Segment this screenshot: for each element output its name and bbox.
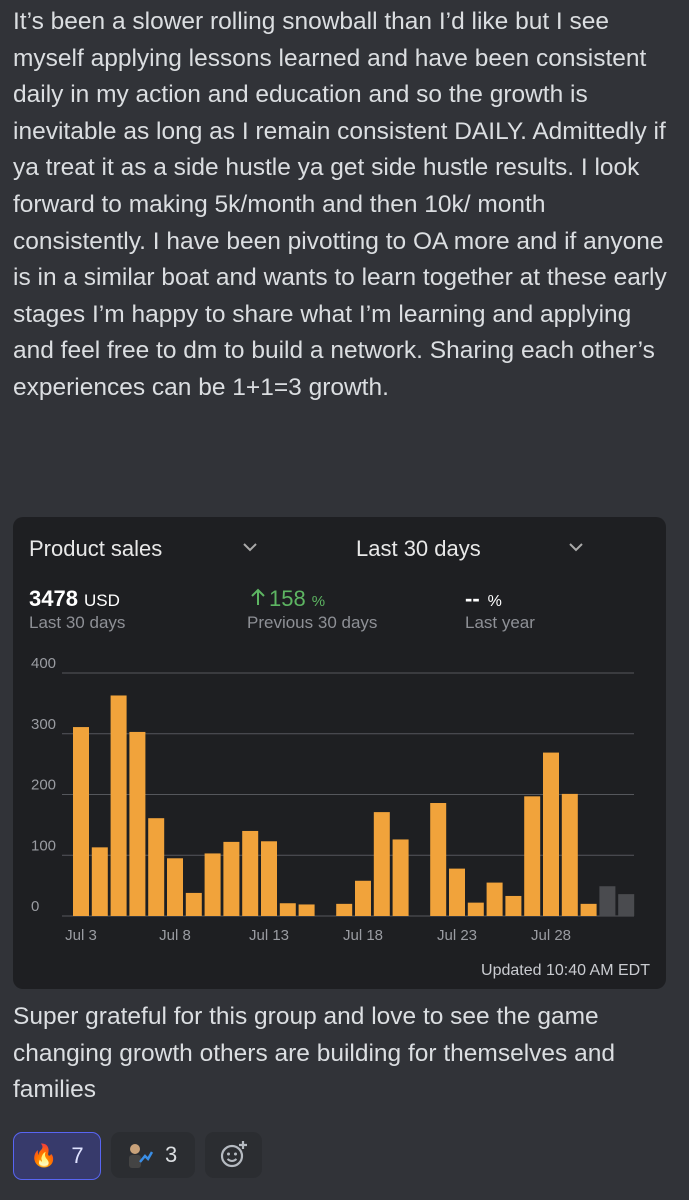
bar bbox=[355, 880, 371, 916]
bar bbox=[204, 853, 221, 916]
stat-label: Last year bbox=[465, 613, 535, 632]
y-tick-label: 0 bbox=[31, 898, 39, 915]
stat-unit: % bbox=[488, 593, 502, 610]
chevron[interactable] bbox=[243, 543, 257, 552]
stat-label: Previous 30 days bbox=[247, 613, 377, 632]
chart: Product sales Last 30 days 3478 USD Last … bbox=[29, 536, 650, 979]
bar bbox=[392, 839, 409, 916]
bar bbox=[110, 695, 127, 916]
x-tick-label: Jul 3 bbox=[65, 927, 97, 944]
updated-label: Updated 10:40 AM EDT bbox=[481, 962, 650, 979]
bar bbox=[430, 803, 447, 916]
reaction[interactable]: 3 bbox=[111, 1132, 195, 1178]
stat-label: Last 30 days bbox=[29, 613, 125, 632]
stat-value: 3478 USD bbox=[29, 586, 120, 611]
range-dropdown[interactable]: Last 30 days bbox=[356, 536, 481, 561]
stat-value: 158% bbox=[269, 586, 325, 611]
stat-value: 158 bbox=[269, 586, 306, 611]
stat-value: --% bbox=[465, 586, 502, 611]
add-reaction[interactable] bbox=[205, 1132, 262, 1178]
bar bbox=[524, 796, 541, 916]
stat-unit: USD bbox=[84, 591, 120, 610]
x-tick-label: Jul 28 bbox=[531, 927, 571, 944]
y-tick-label: 100 bbox=[31, 837, 56, 854]
y-tick-label: 200 bbox=[31, 777, 56, 794]
bar bbox=[373, 812, 390, 916]
bar bbox=[336, 903, 353, 916]
x-tick-label: Jul 23 bbox=[437, 927, 477, 944]
bar bbox=[223, 841, 240, 916]
bar bbox=[91, 847, 108, 916]
bar bbox=[298, 904, 315, 916]
reaction-emoji-icon bbox=[129, 1144, 153, 1168]
reaction-count: 7 bbox=[71, 1143, 84, 1168]
bar bbox=[599, 886, 616, 916]
bar bbox=[561, 793, 578, 916]
bar bbox=[486, 882, 503, 916]
bar bbox=[467, 902, 484, 916]
sales-card: Product sales Last 30 days 3478 USD Last … bbox=[13, 517, 666, 989]
bar bbox=[543, 752, 559, 916]
bar bbox=[129, 731, 146, 916]
message-text: Super grateful for this group and love t… bbox=[13, 1003, 615, 1104]
x-tick-label: Jul 8 bbox=[159, 927, 191, 944]
bar bbox=[185, 892, 202, 916]
y-tick-label: 300 bbox=[31, 716, 56, 733]
reaction-count: 3 bbox=[165, 1142, 178, 1167]
y-tick-label: 400 bbox=[31, 655, 56, 672]
bar bbox=[279, 903, 296, 916]
bar bbox=[261, 841, 277, 916]
bar bbox=[505, 895, 522, 916]
reaction-emoji: 🔥 bbox=[30, 1143, 58, 1168]
add-reaction-icon bbox=[220, 1141, 247, 1168]
stat-value: -- bbox=[465, 586, 480, 611]
x-tick-label: Jul 18 bbox=[343, 927, 383, 944]
bar bbox=[449, 868, 465, 916]
bar bbox=[580, 903, 597, 916]
bar bbox=[148, 818, 165, 916]
reaction[interactable]: 🔥 7 bbox=[13, 1132, 101, 1180]
bar bbox=[242, 830, 259, 916]
stat-value: 3478 bbox=[29, 586, 78, 611]
x-tick-label: Jul 13 bbox=[249, 927, 289, 944]
message-text: It’s been a slower rolling snowball than… bbox=[13, 8, 667, 401]
metric-dropdown[interactable]: Product sales bbox=[29, 536, 162, 561]
bar bbox=[618, 894, 635, 916]
chevron[interactable] bbox=[569, 543, 583, 552]
stat-unit: % bbox=[312, 593, 325, 610]
up-arrow bbox=[251, 588, 265, 605]
bar bbox=[167, 858, 183, 916]
bar bbox=[73, 727, 89, 916]
